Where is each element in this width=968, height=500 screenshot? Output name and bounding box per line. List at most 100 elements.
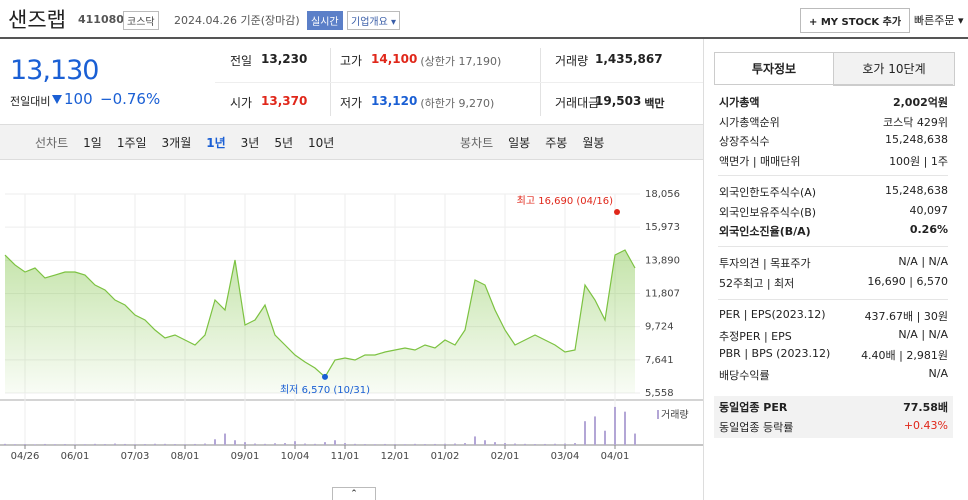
sidebar-tab-active[interactable]: 투자정보 — [714, 52, 834, 85]
y-tick-label: 11,807 — [645, 289, 680, 300]
volume-bar — [124, 443, 126, 445]
volume-bar — [624, 411, 626, 445]
tab-item[interactable]: 1일 — [83, 136, 102, 150]
x-tick-label: 07/03 — [121, 451, 150, 462]
tab-item[interactable]: 3년 — [240, 136, 260, 150]
sidebar-value: 77.58배 — [903, 401, 948, 414]
volume-bar — [334, 440, 336, 445]
y-tick-label: 5,558 — [645, 388, 674, 399]
current-price: 13,130 — [10, 55, 99, 86]
realtime-badge[interactable]: 실시간 — [307, 11, 343, 30]
x-tick-label: 02/01 — [491, 451, 520, 462]
down-arrow — [52, 95, 62, 104]
volume-bar — [634, 433, 636, 445]
tab-bar — [0, 124, 703, 160]
sidebar-label: 추정PER | EPS — [719, 329, 792, 343]
sidebar-label: 외국인보유주식수(B) — [719, 205, 817, 219]
sidebar-label: PER | EPS(2023.12) — [719, 308, 826, 321]
sidebar-tab[interactable]: 호가 10단계 — [833, 52, 955, 86]
x-tick-label: 01/02 — [431, 451, 460, 462]
collapse-button[interactable]: ⌃ — [332, 487, 376, 500]
quote-label: 고가 — [340, 54, 363, 68]
mystock-button[interactable]: + MY STOCK 추가 — [800, 8, 911, 33]
tab-item: 선차트 — [35, 136, 69, 150]
volume-bar — [504, 443, 506, 445]
volume-bar — [264, 443, 266, 445]
y-tick-label: 13,890 — [645, 255, 680, 266]
sidebar-value: 15,248,638 — [885, 184, 948, 197]
area-fill — [5, 250, 635, 393]
quote-label: 시가 — [230, 96, 253, 110]
tab-item[interactable]: 월봉 — [582, 136, 605, 150]
sidebar-label: 시가총액순위 — [719, 115, 780, 129]
x-tick-label: 08/01 — [171, 451, 200, 462]
overview-text: 기업개요 — [351, 17, 388, 28]
volume-legend-icon — [657, 410, 659, 419]
high-label: 최고 16,690 (04/16) — [517, 195, 613, 207]
stock-name: 샌즈랩 — [8, 8, 66, 32]
volume-bar — [234, 440, 236, 445]
sidebar-value: +0.43% — [903, 418, 948, 432]
volume-bar — [474, 436, 476, 445]
volume-bar — [84, 444, 86, 445]
y-tick-label: 18,056 — [645, 189, 680, 200]
tab-item[interactable]: 주봉 — [545, 136, 568, 150]
volume-bar — [114, 443, 116, 445]
tab-item[interactable]: 1년 — [206, 136, 226, 150]
volume-bar — [304, 443, 306, 445]
quote-value: 13,120 — [371, 94, 418, 108]
volume-bar — [134, 444, 136, 445]
sidebar-value: N/A — [928, 366, 948, 380]
sidebar-label: 시가총액 — [719, 96, 760, 109]
volume-bar — [74, 444, 76, 445]
volume-bar — [434, 443, 436, 445]
volume-bar — [144, 444, 146, 445]
volume-bar — [514, 443, 516, 445]
volume-bar — [404, 444, 406, 445]
sidebar-label: 외국인한도주식수(A) — [719, 186, 817, 199]
volume-bar — [14, 444, 16, 445]
tab-item[interactable]: 5년 — [274, 136, 294, 150]
x-tick-label: 04/01 — [601, 451, 630, 462]
y-tick-label: 7,641 — [645, 355, 674, 366]
sidebar-value: 100원 | 1주 — [889, 154, 948, 168]
volume-bar — [364, 444, 366, 445]
volume-bar — [44, 443, 46, 445]
overview-link[interactable]: 기업개요 ▾ — [347, 11, 401, 30]
price-chart: 5,558 7,641 9,724 11,807 13,890 15,973 18,056 0… — [0, 189, 703, 462]
tab-item[interactable]: 3개월 — [161, 136, 192, 150]
sidebar-label: 동일업종 등락률 — [719, 420, 794, 434]
quick-order-text: 빠른주문 — [914, 14, 955, 27]
price-line — [4, 249, 636, 378]
tab-item[interactable]: 1주일 — [116, 136, 147, 150]
header-rule — [0, 37, 968, 39]
volume-bar — [544, 443, 546, 445]
x-tick-label: 03/04 — [551, 451, 580, 462]
volume-bar — [484, 440, 486, 445]
sidebar-value: 2,002억원 — [892, 96, 948, 109]
quote-value: 14,100 — [371, 52, 418, 66]
change-amount: 100 — [64, 90, 93, 108]
quote-label: 저가 — [340, 96, 363, 110]
volume-bar — [184, 444, 186, 445]
sidebar-value: 0.26% — [909, 223, 948, 236]
x-tick-label: 11/01 — [331, 451, 360, 462]
tab-item[interactable]: 일봉 — [508, 136, 531, 150]
quick-order[interactable]: 빠른주문 ▾ — [914, 14, 964, 27]
volume-bar — [494, 442, 496, 445]
sidebar-value: 437.67배 | 30원 — [864, 310, 948, 323]
volume-bar — [154, 443, 156, 445]
volume-bar — [4, 443, 6, 445]
quote-value: 13,370 — [261, 94, 308, 108]
volume-bar — [454, 443, 456, 445]
quote-sub: (하한가 9,270) — [420, 97, 495, 110]
volume-bar — [94, 443, 96, 445]
y-tick-label: 9,724 — [645, 322, 674, 333]
volume-bar — [284, 443, 286, 445]
volume-bar — [104, 444, 106, 445]
quote-value: 13,230 — [261, 52, 308, 66]
sidebar-divider — [718, 246, 948, 247]
volume-bar — [594, 416, 596, 445]
tab-item[interactable]: 10년 — [308, 136, 335, 150]
